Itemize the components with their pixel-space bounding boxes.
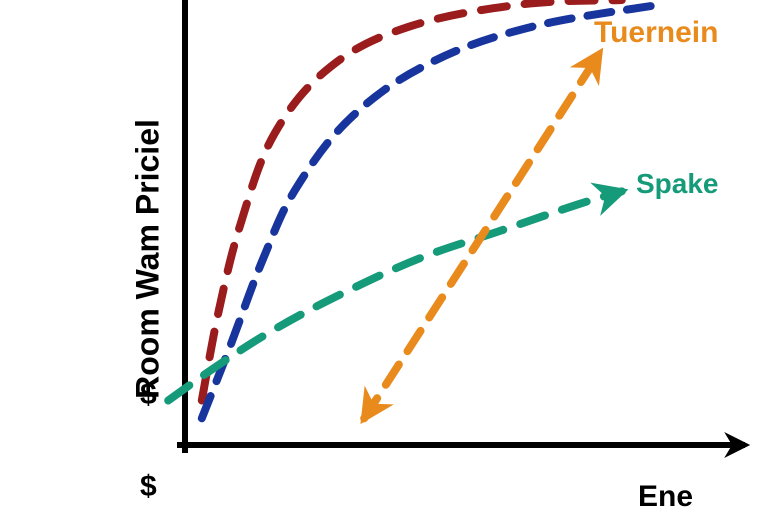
chart-canvas — [0, 0, 770, 518]
x-axis-label: Ene — [638, 480, 693, 514]
y-axis-label: Room Wam Priciel — [129, 119, 166, 399]
y-tick-label: $ — [140, 378, 157, 412]
series-orange — [364, 53, 599, 418]
y-tick-label: $ — [140, 470, 157, 504]
chart-stage: Room Wam Priciel Ene $ $ Spake Tuernein — [0, 0, 770, 518]
series-green-label: Spake — [636, 168, 719, 200]
series-orange-label: Tuernein — [594, 16, 718, 50]
